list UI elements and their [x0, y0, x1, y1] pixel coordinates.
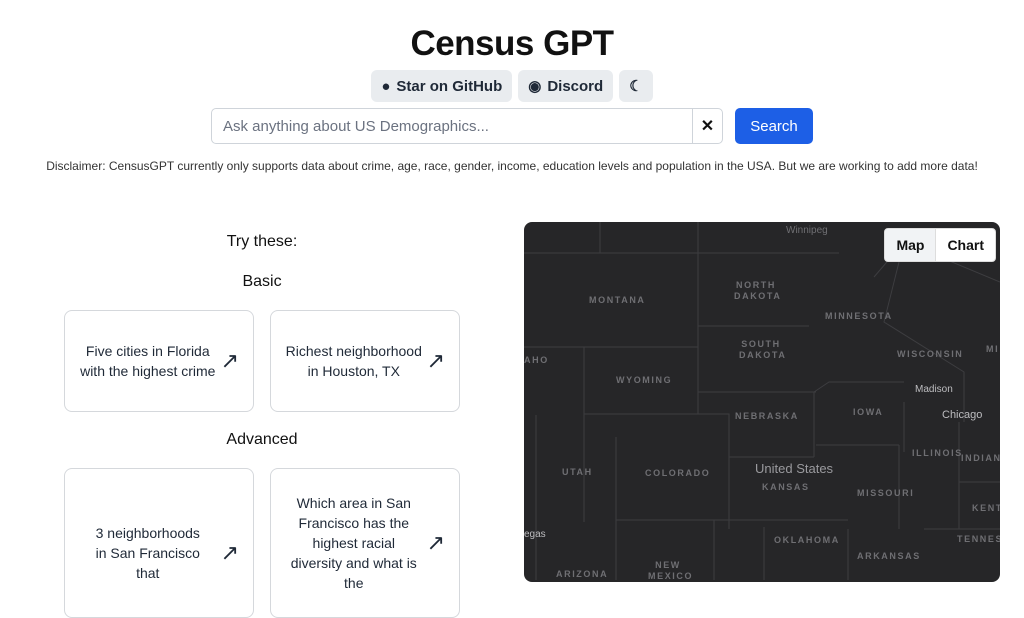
map-label: COLORADO — [645, 468, 711, 478]
discord-icon: ◉ — [528, 78, 542, 95]
tab-map[interactable]: Map — [885, 229, 937, 261]
map-label: NORTH DAKOTA — [734, 280, 782, 301]
github-label: Star on GitHub — [396, 77, 503, 95]
arrow-up-right-icon: ↗ — [220, 348, 239, 373]
map-label: OKLAHOMA — [774, 535, 840, 545]
clear-button[interactable]: ✕ — [692, 109, 722, 143]
city-label: Chicago — [942, 409, 983, 421]
map-label: ARIZONA — [556, 569, 609, 579]
arrow-up-right-icon: ↗ — [426, 530, 445, 555]
search-input[interactable] — [212, 109, 692, 143]
suggestion-text: 3 neighborhoods in San Francisco that — [95, 525, 200, 581]
map-label: AHO — [524, 355, 549, 365]
country-label: United States — [755, 461, 834, 476]
map-label: TENNESS — [957, 534, 1000, 544]
map-label: MISSOURI — [857, 488, 915, 498]
map-label: KANSAS — [762, 482, 810, 492]
map-label: MINNESOTA — [825, 311, 893, 321]
map-label: ARKANSAS — [857, 551, 921, 561]
map-label: Winnipeg — [786, 225, 828, 236]
map-label: SOUTH DAKOTA — [739, 339, 787, 360]
suggestion-card[interactable]: 3 neighborhoods in San Francisco that ↗ — [64, 468, 254, 618]
suggestion-card[interactable]: Five cities in Florida with the highest … — [64, 310, 254, 412]
map-label: WISCONSIN — [897, 349, 964, 359]
map-label: INDIANA — [961, 453, 1000, 463]
city-label: egas — [524, 529, 546, 540]
discord-button[interactable]: ◉ Discord — [518, 70, 614, 102]
map-label: WYOMING — [616, 375, 673, 385]
try-heading: Try these: — [226, 233, 298, 250]
suggestion-card[interactable]: Richest neighborhood in Houston, TX ↗ — [270, 310, 460, 412]
suggestion-text: Five cities in Florida with the highest … — [80, 343, 216, 379]
state-borders — [524, 222, 1000, 580]
map-label: UTAH — [562, 467, 593, 477]
map-label: NEW MEXICO — [648, 560, 694, 581]
map-label: MONTANA — [589, 295, 646, 305]
map-label: MI — [986, 344, 1000, 354]
map-view[interactable]: Winnipeg MONTANA NORTH DAKOTA MINNESOTA … — [524, 222, 1000, 582]
github-icon: ● — [381, 77, 391, 95]
city-label: Madison — [915, 384, 953, 395]
moon-icon: ☾ — [629, 78, 643, 95]
map-label: ILLINOIS — [912, 448, 963, 458]
github-button[interactable]: ● Star on GitHub — [371, 70, 513, 102]
map-label: NEBRASKA — [735, 411, 799, 421]
disclaimer: Disclaimer: CensusGPT currently only sup… — [46, 159, 978, 173]
map-label: IOWA — [853, 407, 884, 417]
search-box: ✕ — [211, 108, 723, 144]
arrow-up-right-icon: ↗ — [426, 348, 445, 373]
discord-label: Discord — [547, 77, 604, 95]
suggestion-card[interactable]: Which area in San Francisco has the high… — [270, 468, 460, 618]
suggestion-text: Richest neighborhood in Houston, TX — [285, 343, 422, 379]
advanced-heading: Advanced — [226, 431, 298, 448]
suggestion-text: Which area in San Francisco has the high… — [290, 495, 417, 591]
arrow-up-right-icon: ↗ — [220, 540, 239, 565]
map-label: KENT — [972, 503, 1000, 513]
close-icon: ✕ — [700, 118, 715, 135]
tab-chart[interactable]: Chart — [947, 237, 984, 253]
view-toggle: Map Chart — [884, 228, 996, 262]
theme-toggle-button[interactable]: ☾ — [619, 70, 653, 102]
page-title: Census GPT — [410, 24, 614, 63]
search-button[interactable]: Search — [735, 108, 813, 144]
basic-heading: Basic — [242, 273, 282, 290]
